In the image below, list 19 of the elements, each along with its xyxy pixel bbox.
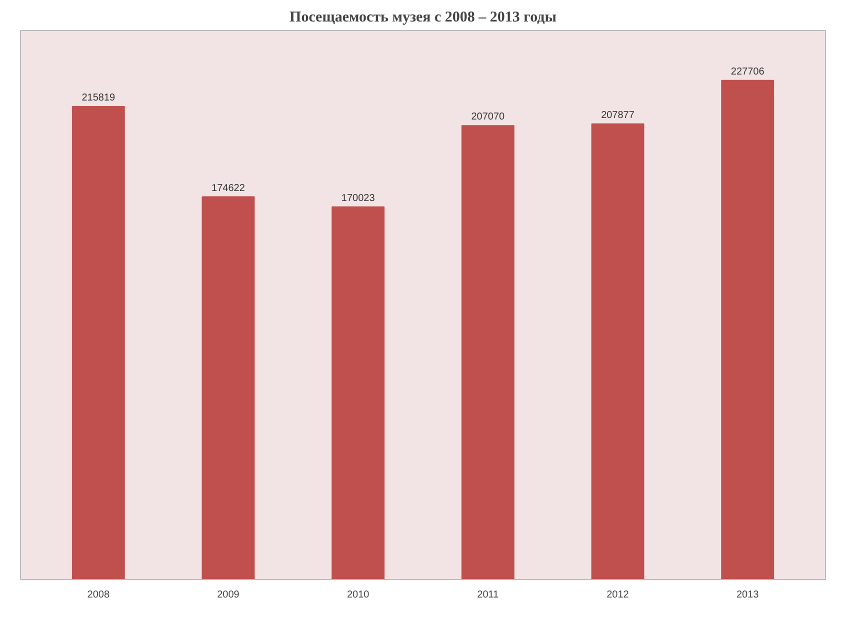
- data-label: 174622: [212, 182, 246, 194]
- data-label: 215819: [82, 92, 116, 104]
- data-label: 170023: [341, 192, 376, 204]
- x-tick-label: 2013: [736, 590, 760, 600]
- x-tick-label: 2012: [606, 590, 630, 600]
- x-tick-label: 2010: [346, 590, 370, 600]
- data-label: 207070: [471, 112, 506, 123]
- bar: [591, 123, 644, 580]
- data-label: 207877: [601, 110, 635, 121]
- bar: [721, 80, 774, 580]
- bar: [202, 196, 255, 580]
- bar: [332, 206, 385, 580]
- x-tick-label: 2009: [217, 590, 240, 600]
- bar: [461, 125, 514, 580]
- x-tick-label: 2008: [87, 590, 110, 600]
- x-tick-label: 2011: [477, 590, 500, 600]
- bar: [72, 106, 125, 580]
- data-label: 227706: [730, 66, 765, 78]
- chart-title: Посещаемость музея с 2008 – 2013 годы: [290, 10, 557, 26]
